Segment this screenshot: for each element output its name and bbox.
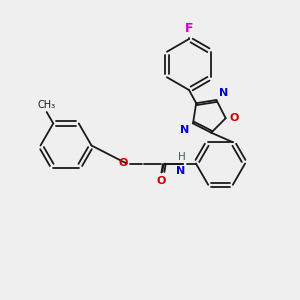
Text: N: N	[176, 166, 185, 176]
Text: N: N	[219, 88, 228, 98]
Text: O: O	[156, 176, 166, 186]
Text: H: H	[178, 152, 186, 162]
Text: O: O	[230, 113, 239, 123]
Text: O: O	[119, 158, 128, 169]
Text: CH₃: CH₃	[38, 100, 56, 110]
Text: F: F	[185, 22, 193, 34]
Text: N: N	[179, 125, 189, 135]
